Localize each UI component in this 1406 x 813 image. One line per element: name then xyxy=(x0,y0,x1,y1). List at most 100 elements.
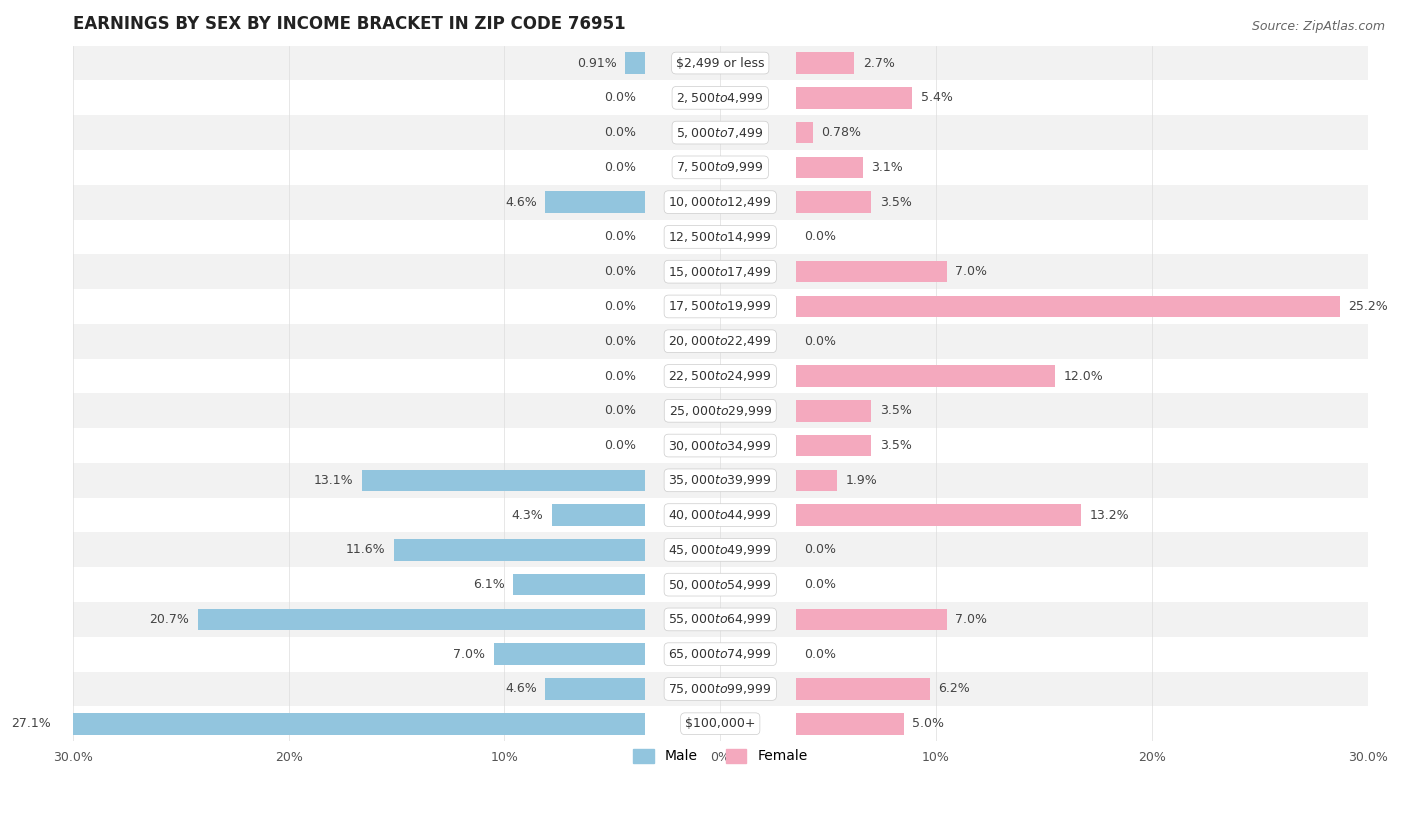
Text: 6.2%: 6.2% xyxy=(938,682,970,695)
Bar xyxy=(73,289,1368,324)
Bar xyxy=(796,713,904,734)
Text: 1.9%: 1.9% xyxy=(845,474,877,487)
Bar xyxy=(73,254,1368,289)
Text: $2,500 to $4,999: $2,500 to $4,999 xyxy=(676,91,763,105)
Bar xyxy=(796,191,872,213)
Text: $17,500 to $19,999: $17,500 to $19,999 xyxy=(668,299,772,314)
Text: $20,000 to $22,499: $20,000 to $22,499 xyxy=(668,334,772,348)
Text: 4.6%: 4.6% xyxy=(505,682,537,695)
Bar xyxy=(796,609,946,630)
Text: 0.0%: 0.0% xyxy=(804,648,837,661)
Bar xyxy=(546,678,645,700)
Text: EARNINGS BY SEX BY INCOME BRACKET IN ZIP CODE 76951: EARNINGS BY SEX BY INCOME BRACKET IN ZIP… xyxy=(73,15,626,33)
Text: 13.2%: 13.2% xyxy=(1090,509,1129,522)
Bar xyxy=(73,567,1368,602)
Bar xyxy=(796,261,946,282)
Text: 0.0%: 0.0% xyxy=(605,126,636,139)
Bar xyxy=(73,220,1368,254)
Text: $50,000 to $54,999: $50,000 to $54,999 xyxy=(668,578,772,592)
Text: 7.0%: 7.0% xyxy=(956,613,987,626)
Text: 7.0%: 7.0% xyxy=(956,265,987,278)
Text: $2,499 or less: $2,499 or less xyxy=(676,57,765,70)
Text: 0.0%: 0.0% xyxy=(605,439,636,452)
Legend: Male, Female: Male, Female xyxy=(627,743,813,769)
Text: 0.0%: 0.0% xyxy=(804,543,837,556)
Text: $45,000 to $49,999: $45,000 to $49,999 xyxy=(668,543,772,557)
Bar xyxy=(73,602,1368,637)
Bar xyxy=(796,470,837,491)
Bar xyxy=(73,80,1368,115)
Text: 3.5%: 3.5% xyxy=(880,404,912,417)
Bar xyxy=(73,185,1368,220)
Text: 2.7%: 2.7% xyxy=(863,57,894,70)
Text: 7.0%: 7.0% xyxy=(453,648,485,661)
Text: $22,500 to $24,999: $22,500 to $24,999 xyxy=(668,369,772,383)
Text: 0.0%: 0.0% xyxy=(605,91,636,104)
Text: $25,000 to $29,999: $25,000 to $29,999 xyxy=(669,404,772,418)
Bar xyxy=(796,87,912,109)
Text: 5.0%: 5.0% xyxy=(912,717,945,730)
Bar xyxy=(796,122,813,143)
Bar xyxy=(796,157,863,178)
Text: 6.1%: 6.1% xyxy=(472,578,505,591)
Text: 0.0%: 0.0% xyxy=(804,578,837,591)
Text: Source: ZipAtlas.com: Source: ZipAtlas.com xyxy=(1251,20,1385,33)
Bar xyxy=(546,191,645,213)
Text: 25.2%: 25.2% xyxy=(1348,300,1388,313)
Bar xyxy=(513,574,645,595)
Text: 3.1%: 3.1% xyxy=(872,161,903,174)
Bar xyxy=(73,393,1368,428)
Bar xyxy=(73,533,1368,567)
Text: 27.1%: 27.1% xyxy=(11,717,52,730)
Bar xyxy=(73,463,1368,498)
Text: 0.0%: 0.0% xyxy=(804,230,837,243)
Bar xyxy=(553,504,645,526)
Text: 12.0%: 12.0% xyxy=(1063,370,1104,382)
Text: 4.3%: 4.3% xyxy=(512,509,543,522)
Text: 0.0%: 0.0% xyxy=(605,265,636,278)
Text: 0.0%: 0.0% xyxy=(605,161,636,174)
Text: 13.1%: 13.1% xyxy=(314,474,353,487)
Text: 0.0%: 0.0% xyxy=(804,335,837,348)
Bar xyxy=(796,678,929,700)
Text: 3.5%: 3.5% xyxy=(880,196,912,209)
Bar xyxy=(796,296,1340,317)
Bar xyxy=(494,643,645,665)
Text: 3.5%: 3.5% xyxy=(880,439,912,452)
Bar xyxy=(60,713,645,734)
Bar xyxy=(796,435,872,456)
Text: $10,000 to $12,499: $10,000 to $12,499 xyxy=(668,195,772,209)
Bar xyxy=(73,46,1368,80)
Bar xyxy=(626,52,645,74)
Text: $5,000 to $7,499: $5,000 to $7,499 xyxy=(676,125,763,140)
Text: $55,000 to $64,999: $55,000 to $64,999 xyxy=(668,612,772,627)
Text: 5.4%: 5.4% xyxy=(921,91,953,104)
Bar xyxy=(395,539,645,561)
Text: $75,000 to $99,999: $75,000 to $99,999 xyxy=(668,682,772,696)
Bar xyxy=(73,150,1368,185)
Bar xyxy=(796,365,1054,387)
Text: 0.91%: 0.91% xyxy=(576,57,616,70)
Text: 0.0%: 0.0% xyxy=(605,404,636,417)
Text: 0.0%: 0.0% xyxy=(605,230,636,243)
Text: 11.6%: 11.6% xyxy=(346,543,385,556)
Text: $30,000 to $34,999: $30,000 to $34,999 xyxy=(668,438,772,453)
Bar xyxy=(198,609,645,630)
Bar xyxy=(796,400,872,422)
Text: $15,000 to $17,499: $15,000 to $17,499 xyxy=(668,265,772,279)
Bar xyxy=(73,428,1368,463)
Text: 0.0%: 0.0% xyxy=(605,335,636,348)
Bar xyxy=(73,706,1368,741)
Text: $65,000 to $74,999: $65,000 to $74,999 xyxy=(668,647,772,661)
Bar xyxy=(73,637,1368,672)
Bar xyxy=(73,115,1368,150)
Text: 4.6%: 4.6% xyxy=(505,196,537,209)
Text: 0.78%: 0.78% xyxy=(821,126,862,139)
Bar xyxy=(363,470,645,491)
Text: $35,000 to $39,999: $35,000 to $39,999 xyxy=(668,473,772,487)
Text: $7,500 to $9,999: $7,500 to $9,999 xyxy=(676,160,763,174)
Text: $12,500 to $14,999: $12,500 to $14,999 xyxy=(668,230,772,244)
Text: $100,000+: $100,000+ xyxy=(685,717,755,730)
Bar xyxy=(796,504,1081,526)
Text: 0.0%: 0.0% xyxy=(605,370,636,382)
